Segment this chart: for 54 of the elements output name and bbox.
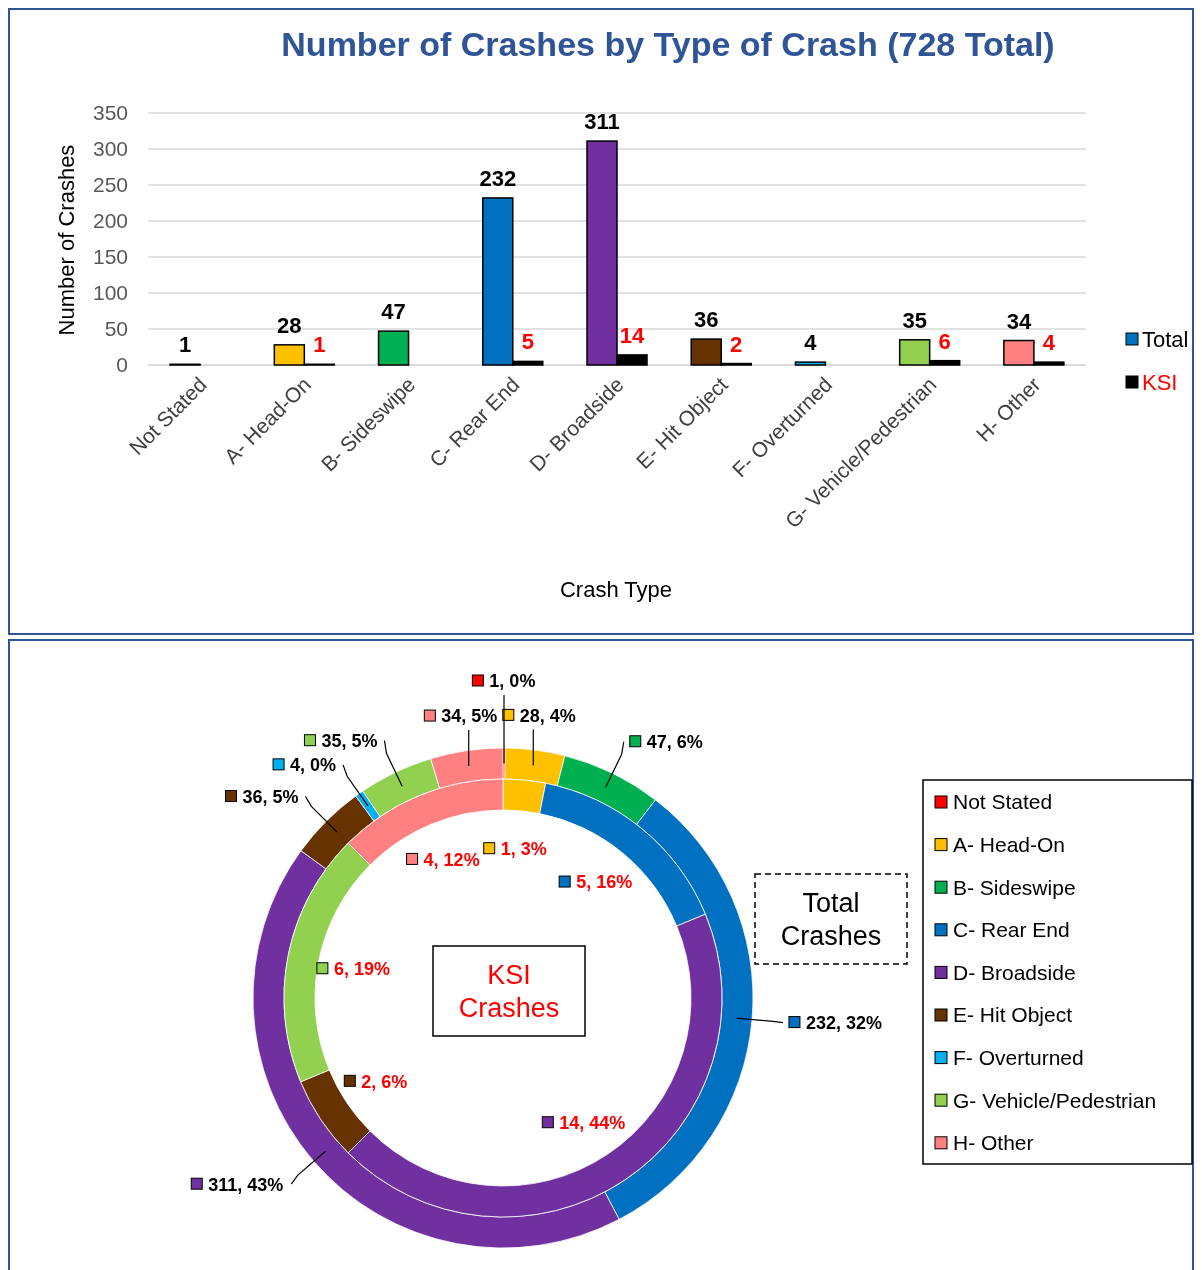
data-label: 14, 44% [559, 1113, 626, 1134]
data-label: 1, 0% [489, 671, 536, 692]
data-label: 4 [1042, 330, 1056, 356]
data-label: 4 [804, 330, 818, 356]
data-label: 34 [1006, 308, 1032, 334]
y-axis-title: Number of Crashes [54, 144, 79, 336]
data-label: 232, 32% [805, 1012, 882, 1033]
data-label: 6, 19% [333, 959, 390, 980]
y-tick-label: 50 [104, 317, 128, 341]
data-label: 14 [619, 322, 645, 348]
data-label: 28, 4% [519, 705, 576, 726]
data-label: 36 [693, 307, 719, 333]
y-tick-label: 150 [92, 245, 128, 269]
legend-label: D- Broadside [953, 960, 1076, 984]
data-label: 232 [479, 165, 517, 191]
data-label: 5 [521, 329, 534, 355]
y-tick-label: 100 [92, 281, 128, 305]
data-label: 1, 3% [500, 839, 547, 860]
y-tick-label: 300 [92, 137, 128, 161]
data-label: 34, 5% [441, 706, 498, 727]
slice-label: Total Crashes [780, 887, 882, 951]
y-tick-label: 250 [92, 173, 128, 197]
legend-label: E- Hit Object [953, 1003, 1073, 1027]
x-axis-title: Crash Type [559, 577, 673, 602]
legend-label: KSI [1142, 369, 1178, 395]
data-label: 6 [938, 328, 951, 354]
data-label: 4, 12% [423, 849, 480, 870]
data-label: 5, 16% [576, 872, 633, 893]
data-label: 47 [381, 299, 406, 325]
chart-title: Number of Crashes by Type of Crash (728 Total) [281, 25, 1055, 63]
data-label: 1 [178, 332, 192, 358]
y-tick-label: 200 [92, 209, 128, 233]
legend-label: F- Overturned [953, 1045, 1084, 1069]
data-label: 2 [730, 331, 743, 357]
data-label: 311 [584, 109, 620, 135]
legend-label: B- Sideswipe [953, 875, 1076, 899]
data-label: 4, 0% [290, 755, 337, 776]
data-label: 47, 6% [646, 732, 703, 753]
data-label: 35, 5% [321, 730, 378, 751]
data-label: 311, 43% [208, 1174, 284, 1195]
y-tick-label: 0 [116, 353, 128, 377]
legend-label: Total [1142, 326, 1189, 352]
data-label: 28 [277, 312, 302, 338]
data-label: 2, 6% [361, 1071, 408, 1092]
slice-label: KSI Crashes [458, 959, 560, 1023]
data-label: 1 [313, 332, 326, 358]
legend-label: C- Rear End [953, 918, 1070, 942]
data-label: 35 [902, 307, 927, 333]
y-tick-label: 350 [92, 101, 128, 125]
legend-label: G- Vehicle/Pedestrian [953, 1088, 1157, 1112]
data-label: 36, 5% [242, 786, 299, 807]
legend-label: A- Head-On [953, 832, 1066, 856]
legend-label: Not Stated [953, 790, 1053, 814]
legend-label: H- Other [953, 1131, 1034, 1155]
